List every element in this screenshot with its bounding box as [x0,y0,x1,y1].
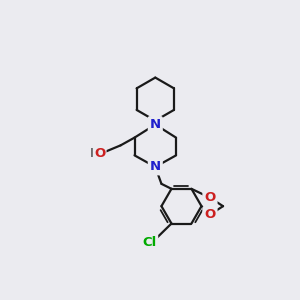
Text: O: O [94,146,105,160]
Text: Cl: Cl [142,236,156,249]
Text: O: O [204,191,216,204]
Text: O: O [204,208,216,221]
Text: N: N [150,160,161,173]
Text: N: N [150,118,161,131]
Text: H: H [89,146,100,160]
